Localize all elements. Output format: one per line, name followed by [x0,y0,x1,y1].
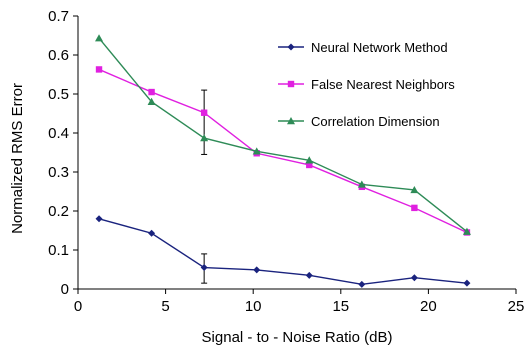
legend-marker [287,80,295,88]
data-point-2 [200,134,209,142]
data-point-0 [358,280,366,288]
x-tick-label: 5 [161,298,169,315]
data-point-2 [357,180,366,188]
data-point-0 [95,215,103,223]
y-tick-label: 0.7 [48,8,69,25]
legend-label: Correlation Dimension [311,114,440,129]
y-tick-label: 0.4 [48,125,69,142]
legend: Neural Network Method False Nearest Neigh… [278,40,455,129]
axes: 0 0.1 0.2 0.3 0.4 0.5 0.6 0.7 0 5 10 15 20 25 [48,8,524,315]
legend-label: False Nearest Neighbors [311,77,455,92]
x-tick-label: 10 [245,298,262,315]
data-point-2 [147,97,156,105]
x-axis-title: Signal - to - Noise Ratio (dB) [202,329,393,346]
y-tick-label: 0.6 [48,47,69,64]
y-axis-title: Normalized RMS Error [9,83,26,234]
y-tick-label: 0.2 [48,203,69,220]
data-point-2 [462,227,471,235]
legend-marker [287,43,295,51]
x-tick-label: 15 [332,298,349,315]
series-line-2 [98,37,468,233]
data-point-1 [411,204,418,212]
data-point-2 [305,156,314,164]
y-tick-label: 0.5 [48,86,69,103]
series-line-0 [98,218,468,286]
legend-label: Neural Network Method [311,40,448,55]
data-point-2 [252,147,261,155]
data-point-2 [95,34,104,42]
data-point-1 [200,109,208,116]
data-point-1 [95,66,103,73]
data-point-1 [148,88,155,96]
x-tick-label: 25 [508,298,525,315]
data-point-0 [410,274,418,282]
data-point-0 [253,266,261,274]
y-tick-label: 0.3 [48,164,69,181]
x-tick-label: 20 [420,298,437,315]
x-tick-label: 0 [74,298,82,315]
data-point-0 [463,279,471,287]
y-tick-label: 0 [61,281,69,298]
data-point-0 [200,264,208,272]
y-tick-label: 0.1 [48,242,69,259]
data-point-1 [306,161,313,169]
data-point-0 [148,229,156,237]
data-point-2 [410,185,419,194]
series-line-1 [98,68,468,234]
plot-area [95,34,471,288]
legend-marker [287,117,295,125]
data-point-0 [305,271,313,279]
